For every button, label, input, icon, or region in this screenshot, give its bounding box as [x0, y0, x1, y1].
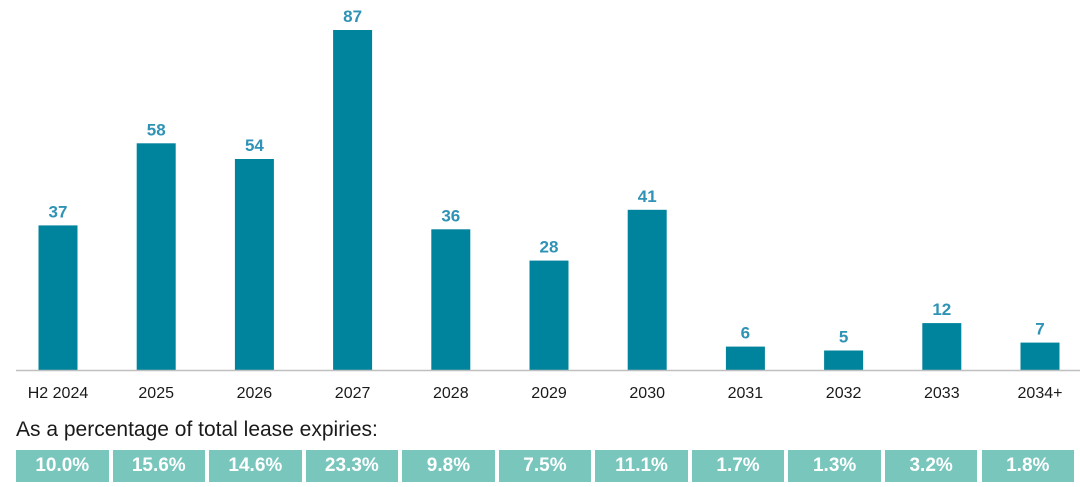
- data-label: 58: [147, 120, 166, 139]
- bar: [38, 225, 78, 370]
- bar: [627, 209, 667, 370]
- x-tick-label: 2026: [237, 385, 273, 402]
- percentage-cell: 23.3%: [305, 450, 399, 482]
- data-label: 87: [343, 7, 362, 26]
- data-label: 28: [540, 238, 559, 257]
- percentage-row: 10.0% 15.6% 14.6% 23.3% 9.8% 7.5% 11.1% 1.7% 1.3…: [16, 450, 1074, 482]
- data-label: 12: [932, 300, 951, 319]
- x-tick-label: 2034+: [1018, 385, 1063, 402]
- data-label: 5: [839, 328, 848, 347]
- bar: [824, 350, 864, 370]
- bar: [529, 260, 569, 370]
- percentage-cell: 15.6%: [112, 450, 205, 482]
- percentage-cell: 1.7%: [691, 450, 785, 482]
- x-tick-label: H2 2024: [28, 385, 89, 402]
- percentage-cell: 3.2%: [884, 450, 978, 482]
- percentage-cell: 14.6%: [209, 450, 302, 482]
- bar: [431, 229, 471, 370]
- data-label: 37: [49, 202, 68, 221]
- x-tick-label: 2028: [433, 385, 469, 402]
- bar: [1020, 342, 1060, 370]
- lease-expiry-bar-chart: 37 H2 2024 58 2025 54 2026 87 2027 36 2028 28 2029 4…: [16, 7, 1080, 402]
- x-tick-label: 2029: [531, 385, 567, 402]
- x-tick-label: 2025: [138, 385, 174, 402]
- x-tick-label: 2032: [826, 385, 862, 402]
- bar: [136, 143, 176, 370]
- x-tick-label: 2027: [335, 385, 371, 402]
- bar: [922, 323, 962, 370]
- percentage-cell: 7.5%: [498, 450, 592, 482]
- data-label: 6: [741, 324, 750, 343]
- bar: [725, 346, 765, 370]
- data-label: 41: [638, 187, 657, 206]
- x-tick-label: 2033: [924, 385, 960, 402]
- data-label: 7: [1035, 320, 1044, 339]
- bar: [234, 159, 274, 370]
- bar: [333, 30, 373, 370]
- x-tick-label: 2030: [629, 385, 665, 402]
- percentage-cell: 10.0%: [16, 450, 109, 482]
- data-label: 54: [245, 136, 264, 155]
- percentage-cell: 1.3%: [788, 450, 881, 482]
- percentage-caption: As a percentage of total lease expiries:: [16, 418, 378, 441]
- x-tick-label: 2031: [728, 385, 764, 402]
- data-label: 36: [441, 206, 460, 225]
- percentage-cell: 1.8%: [981, 450, 1074, 482]
- percentage-cell: 11.1%: [595, 450, 688, 482]
- percentage-cell: 9.8%: [402, 450, 495, 482]
